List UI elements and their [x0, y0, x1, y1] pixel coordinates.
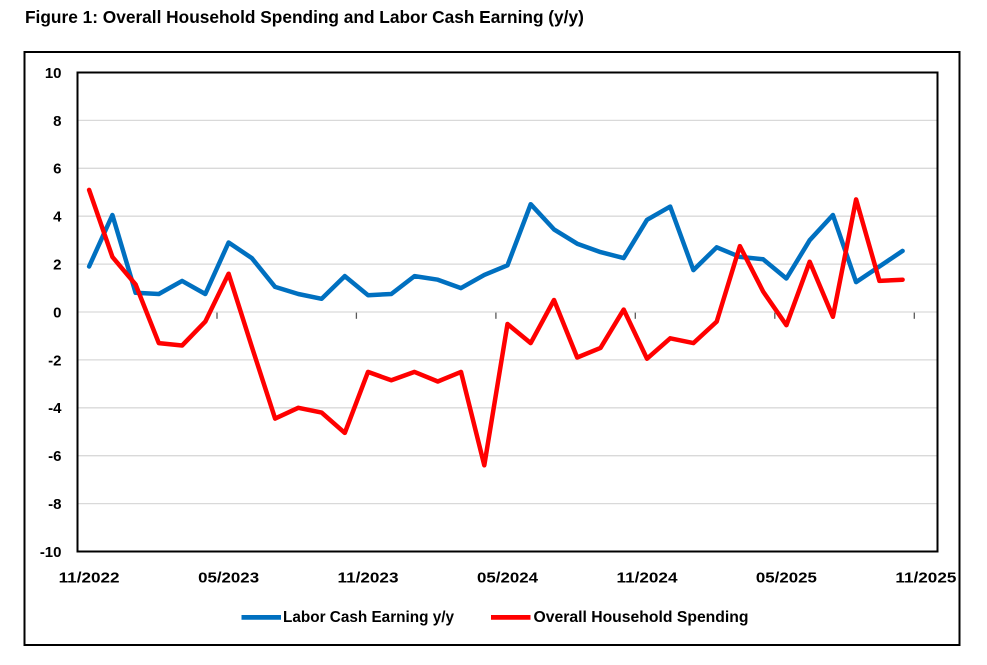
- svg-text:0: 0: [53, 304, 61, 321]
- svg-text:4: 4: [53, 209, 62, 226]
- svg-text:05/2025: 05/2025: [756, 569, 817, 586]
- svg-text:11/2024: 11/2024: [617, 569, 679, 586]
- svg-text:05/2023: 05/2023: [198, 569, 259, 586]
- svg-text:11/2025: 11/2025: [895, 569, 956, 586]
- svg-text:-8: -8: [48, 496, 61, 513]
- svg-text:10: 10: [45, 65, 62, 82]
- svg-text:11/2022: 11/2022: [59, 569, 120, 586]
- svg-text:-10: -10: [40, 544, 62, 561]
- svg-text:8: 8: [53, 113, 61, 130]
- svg-text:05/2024: 05/2024: [477, 569, 539, 586]
- svg-text:2: 2: [53, 257, 61, 274]
- svg-text:Figure 1: Overall Household Sp: Figure 1: Overall Household Spending and…: [25, 7, 584, 27]
- svg-text:-2: -2: [48, 352, 61, 369]
- svg-text:Labor Cash Earning y/y: Labor Cash Earning y/y: [283, 609, 454, 626]
- svg-text:11/2023: 11/2023: [338, 569, 399, 586]
- svg-text:Overall Household Spending: Overall Household Spending: [534, 609, 749, 626]
- svg-text:-6: -6: [48, 448, 61, 465]
- svg-text:-4: -4: [48, 400, 62, 417]
- svg-text:6: 6: [53, 161, 61, 178]
